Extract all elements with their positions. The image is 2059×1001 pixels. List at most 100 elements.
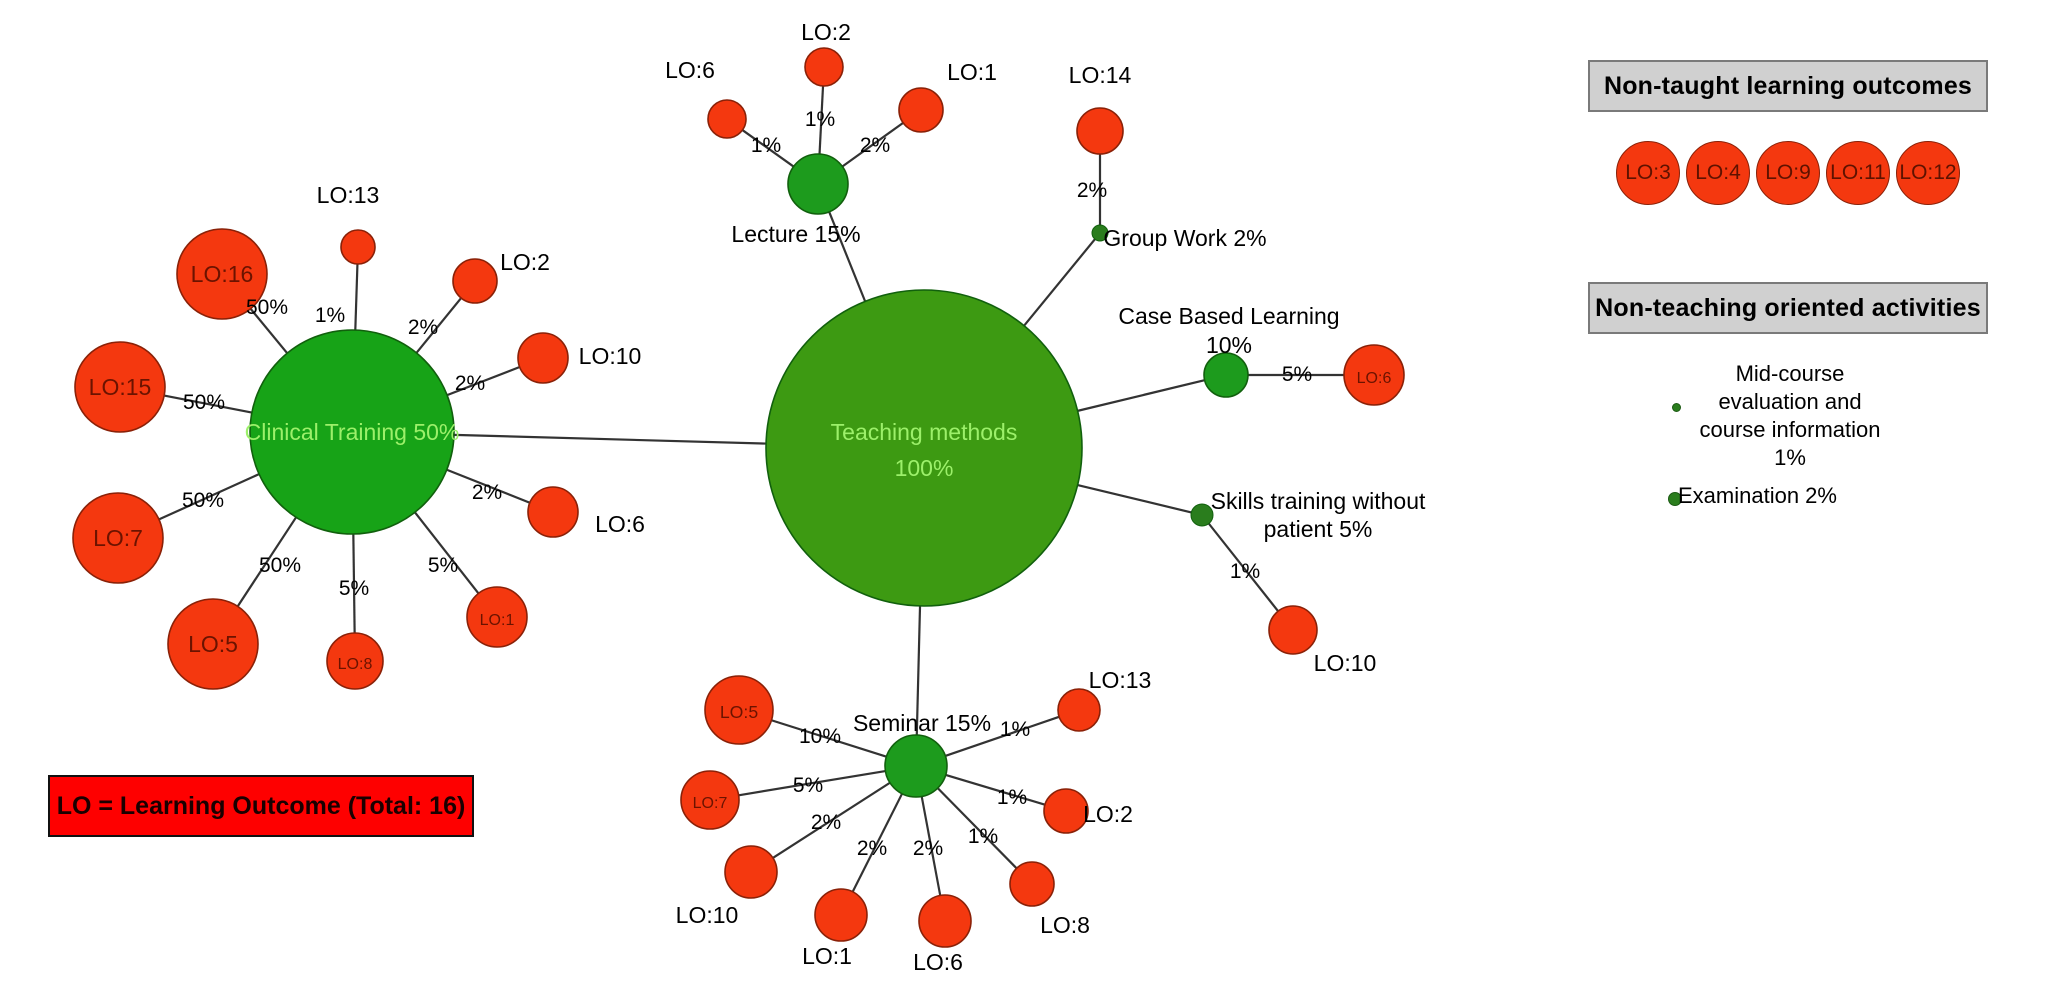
edge-root-to-seminar [915, 605, 922, 736]
outcome-node-ct-lo1[interactable] [466, 586, 528, 648]
method-node-skills[interactable] [1190, 503, 1214, 527]
outcome-node-ct-lo10[interactable] [517, 332, 569, 384]
edge-percent-label-2: 2% [408, 316, 438, 339]
outcome-node-sem-lo2[interactable] [1043, 788, 1089, 834]
edge-percent-label-9: 2% [472, 481, 502, 504]
legend-non-taught-chips: LO:3 LO:4 LO:9 LO:11 LO:12 [1588, 138, 1988, 208]
edge-percent-label-1: 1% [315, 304, 345, 327]
outcome-node-sem-lo10[interactable] [724, 845, 778, 899]
examination-node-icon [1668, 492, 1682, 506]
edge-percent-label-13: 2% [1077, 179, 1107, 202]
outcome-label-sem-lo6: LO:6 [913, 949, 963, 975]
edge-lecture-to-lec-lo6 [741, 129, 795, 168]
outcome-label-ct-lo1: LO:1 [480, 612, 515, 629]
label-skills2: patient 5% [1264, 516, 1373, 542]
method-node-groupwork[interactable] [1091, 224, 1109, 242]
edge-seminar-to-sem-lo10 [772, 781, 891, 859]
outcome-node-sem-lo13[interactable] [1057, 688, 1101, 732]
label-clinical: Clinical Training 50% [245, 419, 460, 445]
outcome-node-ct-lo13[interactable] [340, 229, 376, 265]
outcome-node-sem-lo7[interactable] [680, 770, 740, 830]
outcome-node-sem-lo1[interactable] [814, 888, 868, 942]
outcome-label-sem-lo13: LO:13 [1089, 667, 1152, 693]
outcome-label-sem-lo2: LO:2 [1083, 801, 1133, 827]
method-node-seminar[interactable] [884, 734, 948, 798]
outcome-label-ct-lo13: LO:13 [317, 182, 380, 208]
outcome-label-cbl-lo6: LO:6 [1357, 370, 1392, 387]
outcome-node-sem-lo6[interactable] [918, 894, 972, 948]
outcome-label-gw-lo14: LO:14 [1069, 62, 1132, 88]
outcome-node-ct-lo7[interactable] [72, 492, 164, 584]
outcome-label-lec-lo2: LO:2 [801, 19, 851, 45]
edge-percent-label-3: 2% [455, 372, 485, 395]
method-node-root[interactable] [765, 289, 1083, 607]
edge-layer [158, 85, 1344, 896]
legend-chip-lo-12: LO:12 [1896, 141, 1960, 205]
legend-chip-lo-9: LO:9 [1756, 141, 1820, 205]
outcome-label-sem-lo1: LO:1 [802, 943, 852, 969]
method-node-cbl[interactable] [1203, 352, 1249, 398]
outcome-label-lec-lo6: LO:6 [665, 57, 715, 83]
edge-percent-label-14: 5% [1282, 363, 1312, 386]
outcome-node-lec-lo6[interactable] [707, 99, 747, 139]
outcome-node-sk-lo10[interactable] [1268, 605, 1318, 655]
outcome-label-ct-lo6: LO:6 [595, 511, 645, 537]
outcome-node-sem-lo8[interactable] [1009, 861, 1055, 907]
label-cbl: Case Based Learning [1118, 303, 1339, 329]
outcome-label-ct-lo5: LO:5 [188, 631, 238, 657]
outcome-node-ct-lo6[interactable] [527, 486, 579, 538]
label-seminar: Seminar 15% [853, 710, 991, 736]
edge-percent-label-10: 1% [751, 134, 781, 157]
outcome-node-gw-lo14[interactable] [1076, 107, 1124, 155]
outcome-node-ct-lo15[interactable] [74, 341, 166, 433]
edge-root-to-clinical [453, 433, 767, 445]
method-node-clinical[interactable] [249, 329, 455, 535]
edge-percent-label-6: 50% [259, 554, 301, 577]
outcome-label-ct-lo8: LO:8 [338, 656, 373, 673]
edge-percent-label-19: 1% [997, 786, 1027, 809]
outcome-node-lec-lo1[interactable] [898, 87, 944, 133]
label-layer: LO:16 LO:15 LO:7 LO:5 LO:8 LO:1 LO:13 LO:2 LO:10… [89, 19, 1426, 975]
edge-clinical-to-ct-lo5 [236, 516, 297, 607]
edge-clinical-to-ct-lo8 [352, 533, 356, 634]
edge-seminar-to-sem-lo7 [738, 769, 886, 797]
edge-seminar-to-sem-lo1 [851, 793, 904, 893]
edge-clinical-to-ct-lo6 [446, 468, 531, 504]
edge-percent-label-21: 2% [857, 837, 887, 860]
legend-chip-lo-11: LO:11 [1826, 141, 1890, 205]
edge-clinical-to-ct-lo10 [446, 366, 521, 397]
edge-percent-label-16: 10% [799, 725, 841, 748]
edge-clinical-to-ct-lo16 [249, 308, 289, 354]
outcome-node-ct-lo5[interactable] [167, 598, 259, 690]
outcome-node-cbl-lo6[interactable] [1343, 344, 1405, 406]
outcome-node-ct-lo16[interactable] [176, 228, 268, 320]
edge-seminar-to-sem-lo6 [920, 796, 942, 896]
legend-item-mid-course-evaluation: Mid-course evaluation and course informa… [1699, 361, 1881, 470]
legend-item-examination: Examination 2% [1678, 483, 1837, 508]
outcome-label-sem-lo8: LO:8 [1040, 912, 1090, 938]
method-node-lecture[interactable] [787, 153, 849, 215]
outcome-node-ct-lo2[interactable] [452, 258, 498, 304]
edge-percent-label-4: 50% [183, 391, 225, 414]
label-root: Teaching methods [831, 419, 1018, 445]
edge-root-to-cbl [1077, 379, 1205, 412]
edge-clinical-to-ct-lo2 [415, 297, 462, 354]
edge-seminar-to-sem-lo2 [945, 773, 1046, 806]
edge-percent-label-15: 1% [1230, 560, 1260, 583]
edge-clinical-to-ct-lo7 [158, 473, 260, 521]
edge-percent-label-20: 2% [811, 811, 841, 834]
outcome-node-ct-lo8[interactable] [326, 632, 384, 690]
edge-percent-label-12: 2% [860, 134, 890, 157]
outcome-label-ct-lo2: LO:2 [500, 249, 550, 275]
mid-course-node-icon [1672, 403, 1681, 412]
outcome-label-sem-lo5: LO:5 [720, 702, 758, 722]
outcome-label-ct-lo7: LO:7 [93, 525, 143, 551]
outcome-node-lec-lo2[interactable] [804, 47, 844, 87]
edge-percent-label-18: 5% [793, 774, 823, 797]
outcome-label-ct-lo16: LO:16 [191, 261, 254, 287]
node-layer [72, 47, 1405, 948]
legend-learning-outcome-key: LO = Learning Outcome (Total: 16) [48, 775, 474, 837]
edge-seminar-to-sem-lo8 [936, 787, 1018, 870]
edge-lecture-to-lec-lo2 [818, 85, 825, 155]
outcome-node-sem-lo5[interactable] [704, 675, 774, 745]
